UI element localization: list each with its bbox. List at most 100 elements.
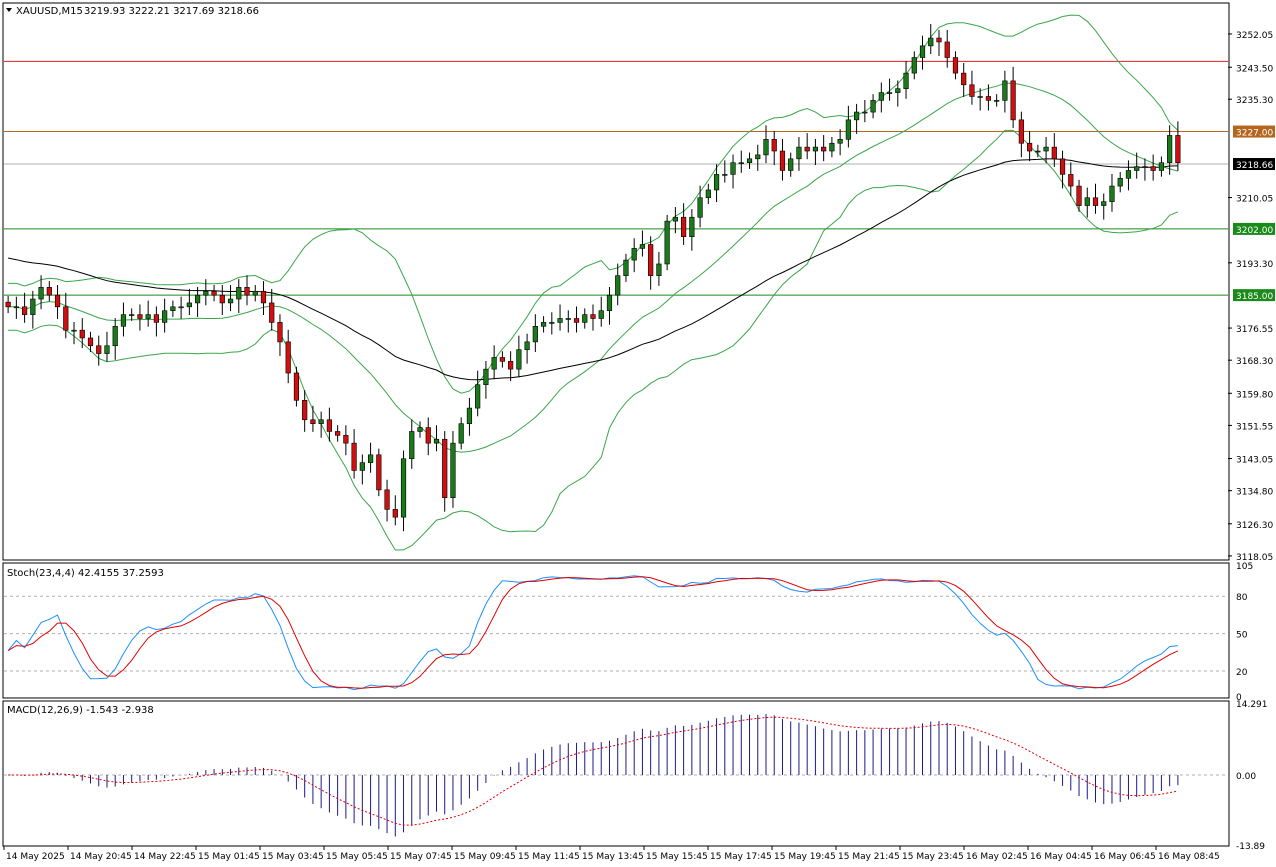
- bear-candle: [804, 146, 810, 152]
- bear-candle: [573, 318, 580, 323]
- bull-candle: [639, 244, 646, 249]
- time-tick-label: 16 May 04:45: [1030, 852, 1092, 862]
- bull-candle: [919, 45, 926, 58]
- bear-candle: [326, 419, 332, 432]
- bear-candle: [5, 301, 11, 308]
- bull-candle: [178, 306, 184, 309]
- price-tick-label: 3210.05: [1236, 195, 1273, 205]
- bull-candle: [878, 92, 884, 101]
- bull-candle: [450, 442, 456, 498]
- bear-candle: [499, 357, 505, 362]
- dropdown-triangle-icon[interactable]: [6, 8, 12, 12]
- bull-candle: [812, 146, 819, 152]
- bear-candle: [277, 322, 283, 343]
- bear-candle: [1175, 135, 1181, 163]
- time-tick-label: 15 May 09:45: [454, 852, 516, 862]
- bear-candle: [343, 435, 349, 444]
- bull-candle: [606, 294, 613, 312]
- bull-candle: [458, 423, 464, 444]
- bull-candle: [623, 259, 629, 276]
- bull-candle: [186, 302, 192, 308]
- bull-candle: [903, 72, 909, 89]
- time-tick-label: 16 May 02:45: [966, 852, 1028, 862]
- time-tick-label: 15 May 01:45: [198, 852, 260, 862]
- bear-candle: [376, 454, 382, 491]
- macd-tick-label: -13.89: [1236, 842, 1265, 852]
- bull-candle: [417, 427, 423, 432]
- bull-candle: [400, 458, 407, 518]
- bull-candle: [1101, 201, 1107, 206]
- bb-lower: [8, 129, 1179, 551]
- time-tick-label: 15 May 11:45: [518, 852, 580, 862]
- bear-candle: [211, 290, 217, 296]
- bull-candle: [1134, 166, 1140, 171]
- bull-candle: [730, 162, 736, 175]
- bear-candle: [985, 96, 992, 101]
- price-tick-label: 3235.30: [1236, 96, 1273, 106]
- time-tick-label: 14 May 2025: [6, 852, 65, 862]
- bear-candle: [961, 72, 967, 86]
- bull-candle: [227, 298, 234, 304]
- bull-candle: [994, 100, 1000, 102]
- price-tag-label: 3185.00: [1236, 292, 1273, 302]
- bull-candle: [697, 197, 703, 218]
- bull-candle: [672, 216, 678, 222]
- bull-candle: [516, 349, 522, 370]
- bull-candle: [1035, 150, 1041, 153]
- bull-candle: [409, 431, 415, 460]
- bear-candle: [63, 306, 69, 331]
- bull-candle: [71, 329, 77, 332]
- bull-candle: [845, 119, 851, 140]
- bull-candle: [491, 357, 497, 370]
- price-tick-label: 3243.50: [1236, 64, 1273, 74]
- bull-candle: [532, 325, 538, 343]
- price-tick-label: 3176.55: [1236, 325, 1273, 335]
- bull-candle: [598, 310, 604, 319]
- time-tick-label: 15 May 07:45: [390, 852, 452, 862]
- bear-candle: [244, 287, 250, 296]
- time-tick-label: 14 May 20:45: [70, 852, 132, 862]
- time-tick-label: 16 May 08:45: [1158, 852, 1220, 862]
- price-tick-label: 3118.05: [1236, 553, 1273, 563]
- bull-candle: [475, 384, 481, 409]
- bull-candle: [886, 92, 893, 94]
- bull-candle: [928, 37, 934, 47]
- bull-candle: [746, 158, 753, 163]
- time-tick-label: 15 May 19:45: [774, 852, 836, 862]
- bull-candle: [524, 341, 530, 350]
- bull-candle: [104, 345, 110, 354]
- bear-candle: [952, 57, 959, 74]
- bull-candle: [120, 314, 127, 327]
- bull-candle: [615, 275, 621, 296]
- stochastic-oscillator: 105 80 50 20 0: [4, 562, 1253, 703]
- candlesticks: [5, 24, 1181, 532]
- bear-candle: [260, 290, 267, 304]
- bull-candle: [549, 322, 555, 324]
- horizontal-levels: [4, 60, 1228, 296]
- bear-candle: [1150, 166, 1156, 171]
- bear-candle: [310, 419, 316, 424]
- bull-candle: [788, 158, 794, 171]
- bear-candle: [269, 302, 275, 323]
- bull-candle: [582, 314, 588, 323]
- bear-candle: [508, 361, 514, 370]
- price-tick-label: 3151.55: [1236, 422, 1273, 432]
- bear-candle: [1068, 174, 1074, 187]
- bull-candle: [837, 139, 843, 144]
- time-axis: 14 May 2025 14 May 20:45 14 May 22:45 15 Ma…: [3, 846, 1220, 862]
- price-tag: [1233, 222, 1275, 235]
- bull-candle: [145, 314, 151, 319]
- price-tick-label: 3168.30: [1236, 357, 1273, 367]
- bull-candle: [30, 298, 36, 315]
- bull-candle: [664, 220, 670, 265]
- time-tick-label: 16 May 06:45: [1094, 852, 1156, 862]
- bear-candle: [285, 341, 291, 374]
- bear-candle: [153, 314, 159, 323]
- bull-candle: [829, 142, 835, 152]
- bear-candle: [137, 314, 143, 319]
- stoch-tick-label: 105: [1236, 562, 1253, 572]
- bear-candle: [944, 41, 950, 58]
- time-tick-label: 15 May 17:45: [710, 852, 772, 862]
- chart-symbol-title: XAUUSD,M15: [16, 6, 83, 17]
